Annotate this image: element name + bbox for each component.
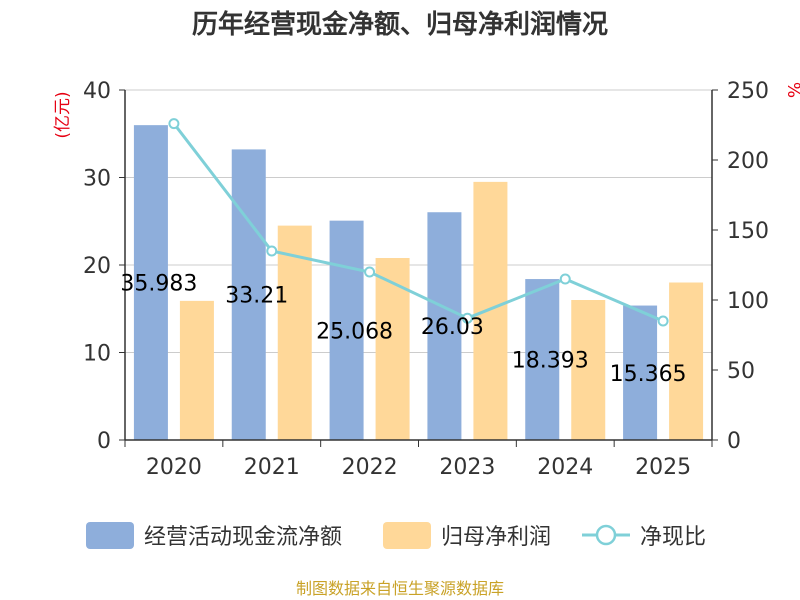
data-label: 33.21: [225, 284, 288, 309]
line-point: [461, 312, 473, 324]
x-axis-tick-label: 2024: [537, 455, 593, 480]
line-point: [559, 273, 571, 285]
bar-operating-cash-flow: [329, 220, 364, 440]
left-axis-unit: (亿元): [53, 91, 73, 138]
data-labels: 35.983 33.21 25.068 26.03 18.393 15.365: [120, 272, 686, 387]
legend: 经营活动现金流净额 归母净利润 净现比: [86, 522, 706, 550]
right-axis-tick-label: 250: [727, 79, 769, 104]
legend-label: 经营活动现金流净额: [144, 525, 342, 550]
left-axis-tick-label: 10: [83, 342, 111, 367]
legend-label: 归母净利润: [441, 525, 551, 550]
right-axis-tick-label: 50: [727, 359, 755, 384]
source-note: 制图数据来自恒生聚源数据库: [296, 579, 504, 598]
right-axis-unit: %: [783, 82, 800, 98]
right-axis-tick-label: 150: [727, 219, 769, 244]
line-net-cash-ratio: [172, 122, 664, 323]
bar-operating-cash-flow: [427, 212, 462, 440]
data-label: 15.365: [610, 362, 687, 387]
axes: 0 10 20 30 40 0 50 100 150 200 250 2020 2021 2022 2023…: [83, 79, 769, 480]
x-axis-tick-label: 2021: [244, 455, 300, 480]
legend-swatch-operating-cash-flow: [86, 522, 134, 549]
legend-marker-net-cash-ratio: [595, 524, 617, 546]
x-axis-tick-label: 2020: [146, 455, 202, 480]
left-axis-tick-label: 40: [83, 79, 111, 104]
bar-net-profit: [277, 225, 312, 440]
left-axis-tick-label: 30: [83, 167, 111, 192]
bar-net-profit: [473, 181, 508, 440]
x-axis-tick-label: 2025: [635, 455, 691, 480]
data-label: 26.03: [421, 315, 484, 340]
line-point: [168, 118, 180, 130]
right-axis-tick-label: 100: [727, 289, 769, 314]
chart-title: 历年经营现金净额、归母净利润情况: [192, 9, 608, 40]
bar-operating-cash-flow: [525, 279, 560, 440]
bar-net-profit: [571, 300, 606, 440]
ratio-line: [168, 118, 669, 327]
left-axis-tick-label: 20: [83, 254, 111, 279]
legend-swatch-net-profit: [383, 522, 431, 549]
bar-operating-cash-flow: [623, 305, 658, 440]
left-axis-tick-label: 0: [97, 429, 111, 454]
bar-net-profit: [669, 282, 704, 440]
x-axis-tick-label: 2023: [439, 455, 495, 480]
line-point: [657, 315, 669, 327]
bar-net-profit: [179, 300, 214, 440]
bars: [133, 125, 704, 441]
data-label: 18.393: [512, 349, 589, 374]
line-point: [266, 245, 278, 257]
data-label: 35.983: [120, 272, 197, 297]
bar-operating-cash-flow: [231, 149, 266, 440]
grid-lines: [125, 89, 712, 353]
right-axis-tick-label: 200: [727, 149, 769, 174]
legend-label: 净现比: [640, 525, 706, 550]
data-label: 25.068: [316, 319, 393, 344]
right-axis-tick-label: 0: [727, 429, 741, 454]
line-point: [364, 266, 376, 278]
bar-net-profit: [375, 258, 410, 440]
x-axis-tick-label: 2022: [342, 455, 398, 480]
bar-operating-cash-flow: [133, 125, 168, 441]
